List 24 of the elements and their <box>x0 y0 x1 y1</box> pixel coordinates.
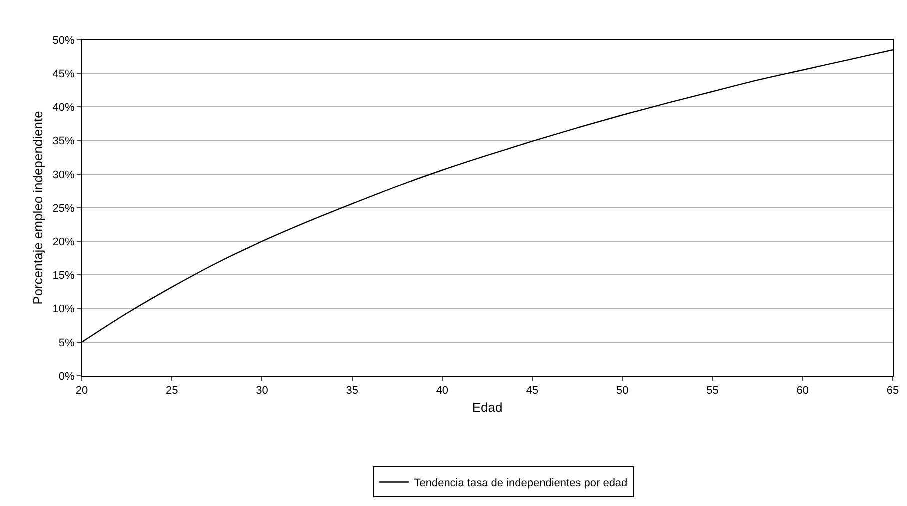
y-tick-label: 50% <box>52 34 76 47</box>
y-tick-label: 30% <box>52 169 76 182</box>
x-tick-label: 25 <box>166 385 178 398</box>
y-tick-label: 35% <box>52 136 76 148</box>
y-tick-label: 10% <box>52 304 76 316</box>
y-tick-label: 15% <box>52 270 76 282</box>
x-tick-label: 55 <box>706 385 719 398</box>
y-tick-label: 40% <box>52 102 76 114</box>
y-tick-label: 45% <box>52 68 76 80</box>
x-tick-label: 60 <box>796 385 810 398</box>
y-tick-label: 20% <box>52 236 76 248</box>
x-tick-label: 20 <box>76 385 88 398</box>
x-tick-label: 45 <box>526 385 539 398</box>
y-tick-label: 0% <box>58 370 76 383</box>
legend-label: Tendencia tasa de independientes por edad <box>414 478 628 490</box>
x-axis-title: Edad <box>472 400 503 415</box>
x-tick-label: 65 <box>886 385 900 398</box>
y-tick-label: 25% <box>52 202 76 215</box>
x-tick-label: 30 <box>256 385 268 398</box>
x-tick-label: 35 <box>346 385 358 398</box>
y-axis-title: Porcentaje empleo independiente <box>30 111 46 305</box>
x-tick-label: 40 <box>436 385 449 398</box>
x-tick-label: 50 <box>616 385 629 398</box>
y-tick-label: 5% <box>58 337 76 350</box>
